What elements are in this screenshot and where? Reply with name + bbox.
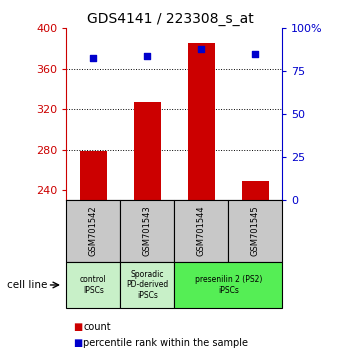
- Bar: [134, 102, 161, 200]
- Text: GSM701545: GSM701545: [251, 206, 260, 256]
- Text: GSM701544: GSM701544: [197, 206, 206, 256]
- Bar: [120, 262, 174, 308]
- Bar: [120, 200, 174, 262]
- Text: presenilin 2 (PS2)
iPSCs: presenilin 2 (PS2) iPSCs: [194, 275, 262, 295]
- Point: [90, 55, 96, 60]
- Bar: [242, 181, 269, 200]
- Text: GDS4141 / 223308_s_at: GDS4141 / 223308_s_at: [87, 12, 253, 27]
- Text: cell line: cell line: [7, 280, 47, 290]
- Text: Sporadic
PD-derived
iPSCs: Sporadic PD-derived iPSCs: [126, 270, 168, 300]
- Bar: [174, 262, 282, 308]
- Bar: [188, 44, 215, 200]
- Bar: [66, 262, 120, 308]
- Text: percentile rank within the sample: percentile rank within the sample: [83, 338, 248, 348]
- Point: [199, 46, 204, 52]
- Point: [253, 51, 258, 57]
- Bar: [174, 200, 228, 262]
- Text: GSM701543: GSM701543: [143, 206, 152, 256]
- Point: [144, 53, 150, 59]
- Text: ■: ■: [73, 322, 82, 332]
- Bar: [66, 200, 120, 262]
- Text: count: count: [83, 322, 111, 332]
- Bar: [80, 150, 107, 200]
- Bar: [228, 200, 282, 262]
- Text: ■: ■: [73, 338, 82, 348]
- Text: GSM701542: GSM701542: [89, 206, 98, 256]
- Text: control
IPSCs: control IPSCs: [80, 275, 107, 295]
